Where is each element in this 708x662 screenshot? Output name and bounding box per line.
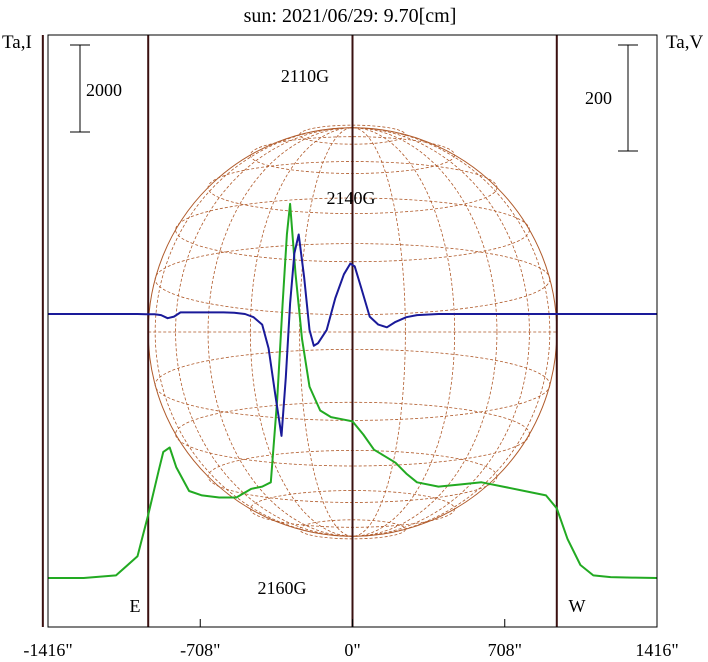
annotation-2160G: 2160G [258,578,307,598]
chart-title: sun: 2021/06/29: 9.70[cm] [244,5,457,27]
latitude-line [175,401,530,467]
right-scale-label: 200 [585,88,612,108]
latitude-line [175,197,530,263]
east-limb-label: E [130,596,141,616]
left-scale-bar [70,44,90,133]
west-limb-label: W [569,596,586,616]
x-tick-label: 708" [488,640,522,660]
series-layer [48,202,658,579]
x-tick-label: 1416" [635,640,678,660]
x-ticks: -1416" -708" 0" 708" 1416" [23,619,679,660]
right-axis-label: Ta,V [666,32,703,53]
limb-markers [41,35,558,627]
polarization-series-line [48,233,657,437]
longitude-line [299,127,406,537]
left-scale-label: 2000 [86,80,122,100]
left-axis-label: Ta,I [2,32,32,53]
x-tick-label: 0" [344,640,360,660]
x-tick-label: -708" [180,640,220,660]
right-scale-bar [618,44,638,152]
annotation-2110G: 2110G [281,66,329,86]
intensity-series-line [48,202,658,579]
longitude-line [175,127,530,537]
annotation-2140G: 2140G [327,188,376,208]
x-tick-label: -1416" [23,640,72,660]
